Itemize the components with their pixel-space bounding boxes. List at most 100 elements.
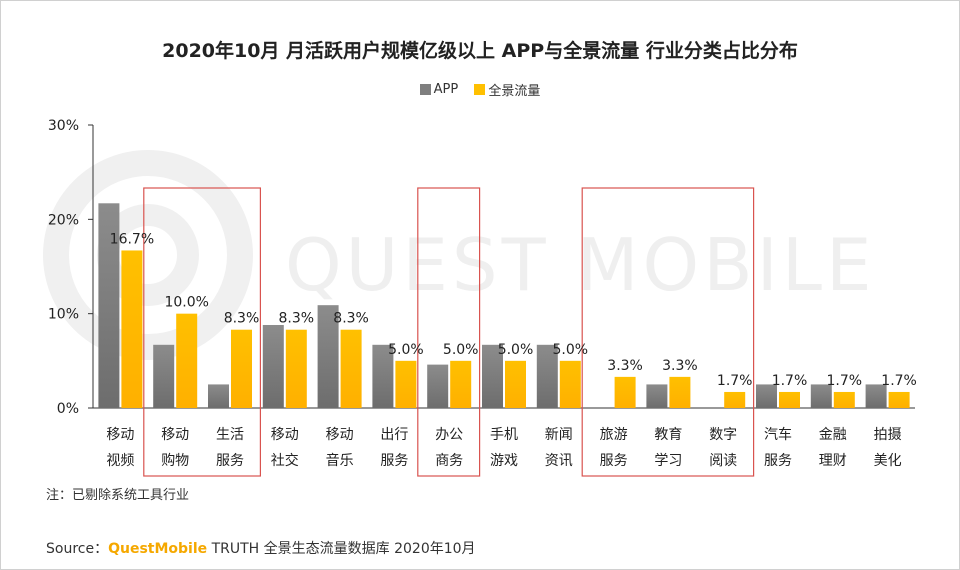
category-label-line1: 出行	[380, 427, 408, 443]
category-label-line1: 金融	[819, 427, 847, 443]
bar-value-label: 1.7%	[772, 373, 808, 389]
source-brand: QuestMobile	[108, 541, 208, 557]
bar-panorama	[779, 391, 800, 408]
bar-value-label: 5.0%	[553, 342, 589, 358]
category-label-line1: 生活	[216, 427, 244, 443]
bar-app	[98, 203, 120, 408]
y-tick-label: 20%	[48, 212, 79, 228]
bar-app	[865, 384, 887, 408]
bar-panorama	[614, 376, 636, 408]
category-label-line2: 美化	[874, 453, 902, 469]
legend-label-panorama: 全景流量	[488, 84, 541, 99]
bar-value-label: 16.7%	[110, 231, 154, 247]
y-tick-label: 0%	[57, 401, 79, 417]
category-label-line1: 办公	[435, 427, 463, 443]
bar-panorama	[559, 360, 581, 408]
category-label-line1: 汽车	[764, 426, 792, 443]
watermark-text: QUEST MOBILE	[285, 223, 875, 307]
bar-app	[646, 384, 668, 408]
bar-app	[810, 384, 832, 408]
bar-value-label: 5.0%	[498, 342, 534, 358]
bar-value-label: 8.3%	[279, 311, 315, 327]
bar-app	[317, 305, 339, 408]
category-label-line2: 购物	[161, 453, 189, 469]
legend-label-app: APP	[433, 82, 459, 97]
legend-item-panorama: 全景流量	[474, 80, 540, 99]
bar-value-label: 1.7%	[827, 373, 863, 389]
category-label-line2: 社交	[271, 452, 299, 469]
bar-panorama	[395, 360, 417, 408]
bar-panorama	[505, 360, 526, 408]
source-suffix: TRUTH 全景生态流量数据库 2020年10月	[207, 541, 476, 557]
bar-panorama	[121, 250, 143, 408]
highlight-boxes	[143, 187, 755, 477]
chart-title: 2020年10月 月活跃用户规模亿级以上 APP与全景流量 行业分类占比分布	[162, 40, 798, 62]
bar-app	[153, 344, 175, 408]
category-label-line1: 手机	[490, 427, 518, 443]
bar-app	[756, 384, 777, 408]
bar-app	[262, 324, 284, 408]
legend-swatch-panorama	[474, 84, 486, 95]
bar-app	[372, 344, 394, 408]
bar-panorama	[724, 391, 746, 408]
legend-swatch-app	[419, 84, 431, 95]
bar-app	[536, 344, 558, 408]
bar-value-label: 5.0%	[443, 342, 479, 358]
bar-panorama	[450, 360, 472, 408]
bar-value-label: 1.7%	[717, 373, 753, 389]
category-label-line1: 旅游	[600, 427, 628, 443]
category-label-line2: 学习	[654, 453, 682, 469]
bar-panorama	[833, 391, 855, 408]
category-label-line2: 理财	[819, 453, 847, 469]
watermark-logo-ring	[43, 150, 253, 360]
bar-value-label: 3.3%	[662, 358, 698, 374]
bar-app	[208, 384, 229, 408]
category-label-line1: 移动	[161, 427, 189, 443]
legend-item-app: APP	[419, 82, 459, 97]
category-label-line2: 服务	[216, 453, 244, 469]
data-labels: 16.7% 10.0% 8.3% 8.3% 8.3% 5.0% 5.0% 5.0% 5.0% 3.…	[110, 231, 917, 389]
source-prefix: Source：	[46, 541, 109, 557]
category-label-line2: 游戏	[490, 453, 518, 469]
category-label-line2: 服务	[764, 453, 792, 469]
category-label-line1: 移动	[106, 427, 134, 443]
category-label-line2: 阅读	[709, 452, 737, 469]
y-tick-label: 30%	[48, 118, 79, 134]
category-label-line1: 拍摄	[874, 427, 902, 443]
category-label-line1: 新闻	[545, 427, 573, 443]
bar-value-label: 8.3%	[224, 311, 260, 327]
bar-panorama	[340, 329, 362, 408]
bar-panorama	[285, 329, 307, 408]
highlight-box	[417, 187, 481, 477]
bar-panorama	[888, 391, 910, 408]
category-label-line2: 商务	[435, 453, 463, 469]
category-label-line2: 服务	[600, 453, 628, 469]
category-label-line1: 移动	[271, 427, 299, 443]
highlight-box	[581, 187, 755, 477]
bar-value-label: 10.0%	[164, 295, 208, 311]
category-label-line2: 视频	[106, 453, 134, 469]
category-label-line2: 服务	[380, 453, 408, 469]
bar-value-label: 3.3%	[607, 358, 643, 374]
bar-value-label: 8.3%	[333, 311, 369, 327]
bar-app	[427, 364, 449, 408]
bar-panorama	[669, 376, 691, 408]
y-tick-label: 10%	[48, 307, 79, 323]
bar-value-label: 1.7%	[881, 373, 917, 389]
bar-app	[482, 344, 503, 408]
category-label-line1: 数字	[709, 427, 737, 443]
bar-panorama	[231, 329, 252, 408]
category-label-line1: 教育	[654, 427, 682, 443]
bars	[98, 203, 910, 408]
footnote: 注：已剔除系统工具行业	[46, 488, 190, 503]
category-label-line1: 移动	[326, 427, 354, 443]
category-label-line2: 资讯	[545, 453, 573, 469]
source-line: Source：QuestMobile TRUTH 全景生态流量数据库 2020年…	[46, 538, 476, 558]
axes: 0% 10% 20% 30%	[48, 118, 915, 417]
bar-panorama	[176, 313, 198, 408]
chart-legend: APP 全景流量	[0, 80, 960, 99]
category-label-line2: 音乐	[326, 452, 354, 469]
highlight-box	[143, 187, 262, 477]
